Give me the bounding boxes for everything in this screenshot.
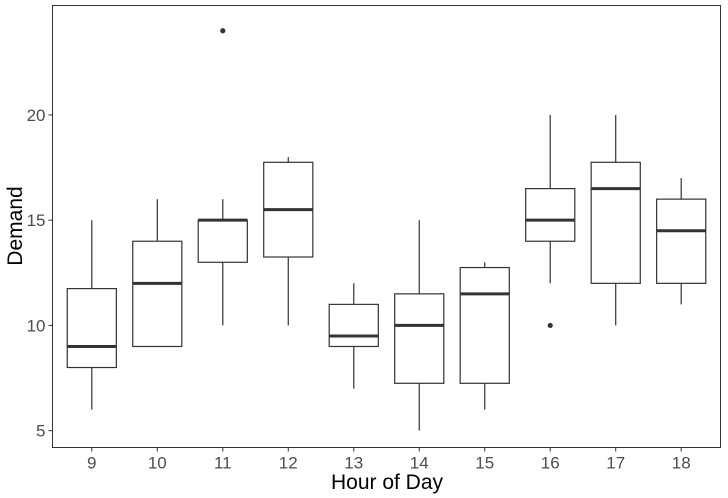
box-10 — [132, 199, 183, 348]
x-tick-label: 17 — [606, 454, 625, 473]
y-axis: 5 10 15 20 — [27, 106, 53, 441]
x-tick-label: 13 — [344, 454, 363, 473]
x-tick-label: 12 — [279, 454, 298, 473]
box-14 — [394, 220, 445, 431]
x-tick-label: 11 — [214, 454, 232, 473]
y-axis-title: Demand — [4, 186, 27, 265]
box-iqr — [197, 219, 248, 263]
y-tick-label: 5 — [36, 422, 45, 441]
box-15 — [459, 262, 510, 410]
box-9 — [66, 220, 117, 410]
y-tick-label: 10 — [27, 316, 46, 335]
box-iqr — [525, 188, 576, 242]
y-tick-label: 20 — [27, 106, 46, 125]
x-tick-label: 16 — [541, 454, 560, 473]
x-tick-label: 14 — [410, 454, 429, 473]
box-11 — [197, 28, 248, 326]
x-tick-label: 18 — [672, 454, 691, 473]
outlier-point — [220, 28, 226, 34]
y-tick-label: 15 — [27, 211, 46, 230]
x-tick-label: 10 — [148, 454, 167, 473]
x-axis: 9 10 11 12 13 14 15 16 17 18 — [87, 447, 691, 473]
box-iqr — [66, 287, 117, 369]
box-17 — [590, 114, 641, 326]
box-18 — [656, 178, 707, 305]
box-iqr — [656, 198, 707, 284]
box-13 — [328, 283, 379, 389]
box-iqr — [459, 266, 510, 384]
boxes-layer — [66, 28, 707, 431]
x-tick-label: 9 — [87, 454, 96, 473]
box-16 — [525, 114, 576, 329]
box-iqr — [590, 161, 641, 284]
box-12 — [263, 157, 314, 326]
outlier-point — [547, 322, 553, 329]
box-iqr — [328, 303, 379, 348]
box-iqr — [132, 240, 183, 348]
box-iqr — [394, 293, 445, 384]
x-axis-title: Hour of Day — [331, 471, 444, 494]
x-tick-label: 15 — [475, 454, 494, 473]
